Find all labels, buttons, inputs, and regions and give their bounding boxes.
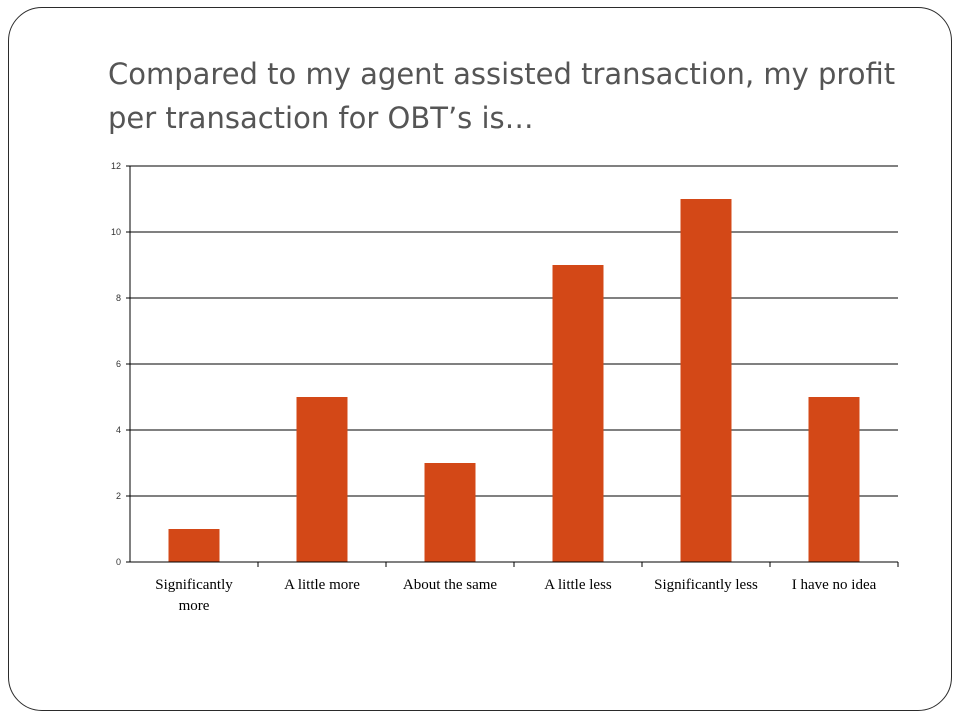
y-tick-label: 0	[116, 557, 121, 567]
bar	[424, 463, 476, 562]
bar	[168, 529, 220, 562]
x-category-label: A little more	[284, 577, 360, 593]
bars	[168, 199, 860, 562]
x-category-label: About the same	[403, 577, 497, 593]
x-category-label-line: more	[179, 598, 210, 614]
gridlines	[130, 165, 898, 497]
y-tick-label: 2	[116, 491, 121, 501]
bar	[296, 397, 348, 562]
x-category-label-line: Significantly	[155, 577, 233, 593]
y-tick-label: 8	[116, 293, 121, 303]
x-category-label: Significantly more	[155, 577, 233, 614]
bar	[552, 265, 604, 562]
x-category-label: Significantly less	[654, 577, 758, 593]
slide-title: Compared to my agent assisted transactio…	[108, 57, 896, 135]
bar	[680, 199, 732, 562]
y-tick-label: 4	[116, 425, 121, 435]
x-category-label: A little less	[544, 577, 612, 593]
y-tick-label: 10	[111, 227, 121, 237]
axes	[126, 165, 899, 567]
y-tick-label: 12	[111, 161, 121, 171]
x-category-label-line: About the same	[403, 577, 497, 593]
x-category-label-line: I have no idea	[792, 577, 877, 593]
labels: 0 2 4 6 8 10 12 Significantly more A little more A…	[111, 161, 877, 614]
x-category-label: I have no idea	[792, 577, 877, 593]
y-tick-label: 6	[116, 359, 121, 369]
x-category-label-line: A little less	[544, 577, 612, 593]
x-category-label-line: A little more	[284, 577, 360, 593]
x-category-label-line: Significantly less	[654, 577, 758, 593]
bar	[808, 397, 860, 562]
slide-frame	[8, 7, 952, 711]
